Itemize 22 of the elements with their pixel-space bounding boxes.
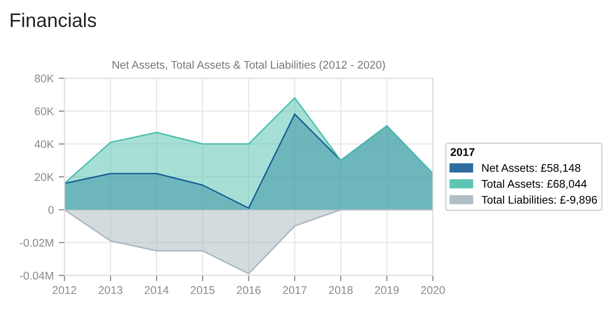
y-tick-label: -0.04M (20, 272, 54, 280)
x-tick-label: 2019 (375, 286, 399, 294)
x-tick-label: 2013 (98, 286, 122, 294)
y-tick-label: 0 (48, 206, 54, 214)
x-tick-label: 2012 (52, 286, 76, 294)
legend-title: 2017 (450, 148, 474, 156)
legend-label: Total Assets: £68,044 (482, 180, 587, 190)
x-tick-label: 2016 (236, 286, 261, 294)
x-tick-label: 2014 (144, 286, 169, 294)
chart-subtitle: Net Assets, Total Assets & Total Liabilities (2012 - 2020) (112, 60, 385, 71)
chart-title: Financials (10, 12, 96, 28)
legend-label: Total Liabilities: £-9,896 (482, 196, 597, 206)
y-tick-label: 80K (34, 74, 54, 82)
y-tick-label: 20K (34, 173, 54, 181)
x-tick-label: 2017 (282, 286, 307, 294)
y-tick-label: -0.02M (20, 238, 54, 247)
x-tick-label: 2020 (421, 286, 445, 294)
legend-label: Net Assets: £58,148 (482, 164, 580, 174)
y-tick-label: 60K (34, 107, 54, 116)
x-tick-label: 2018 (328, 286, 353, 294)
y-tick-label: 40K (34, 140, 54, 148)
x-tick-label: 2015 (190, 286, 215, 294)
